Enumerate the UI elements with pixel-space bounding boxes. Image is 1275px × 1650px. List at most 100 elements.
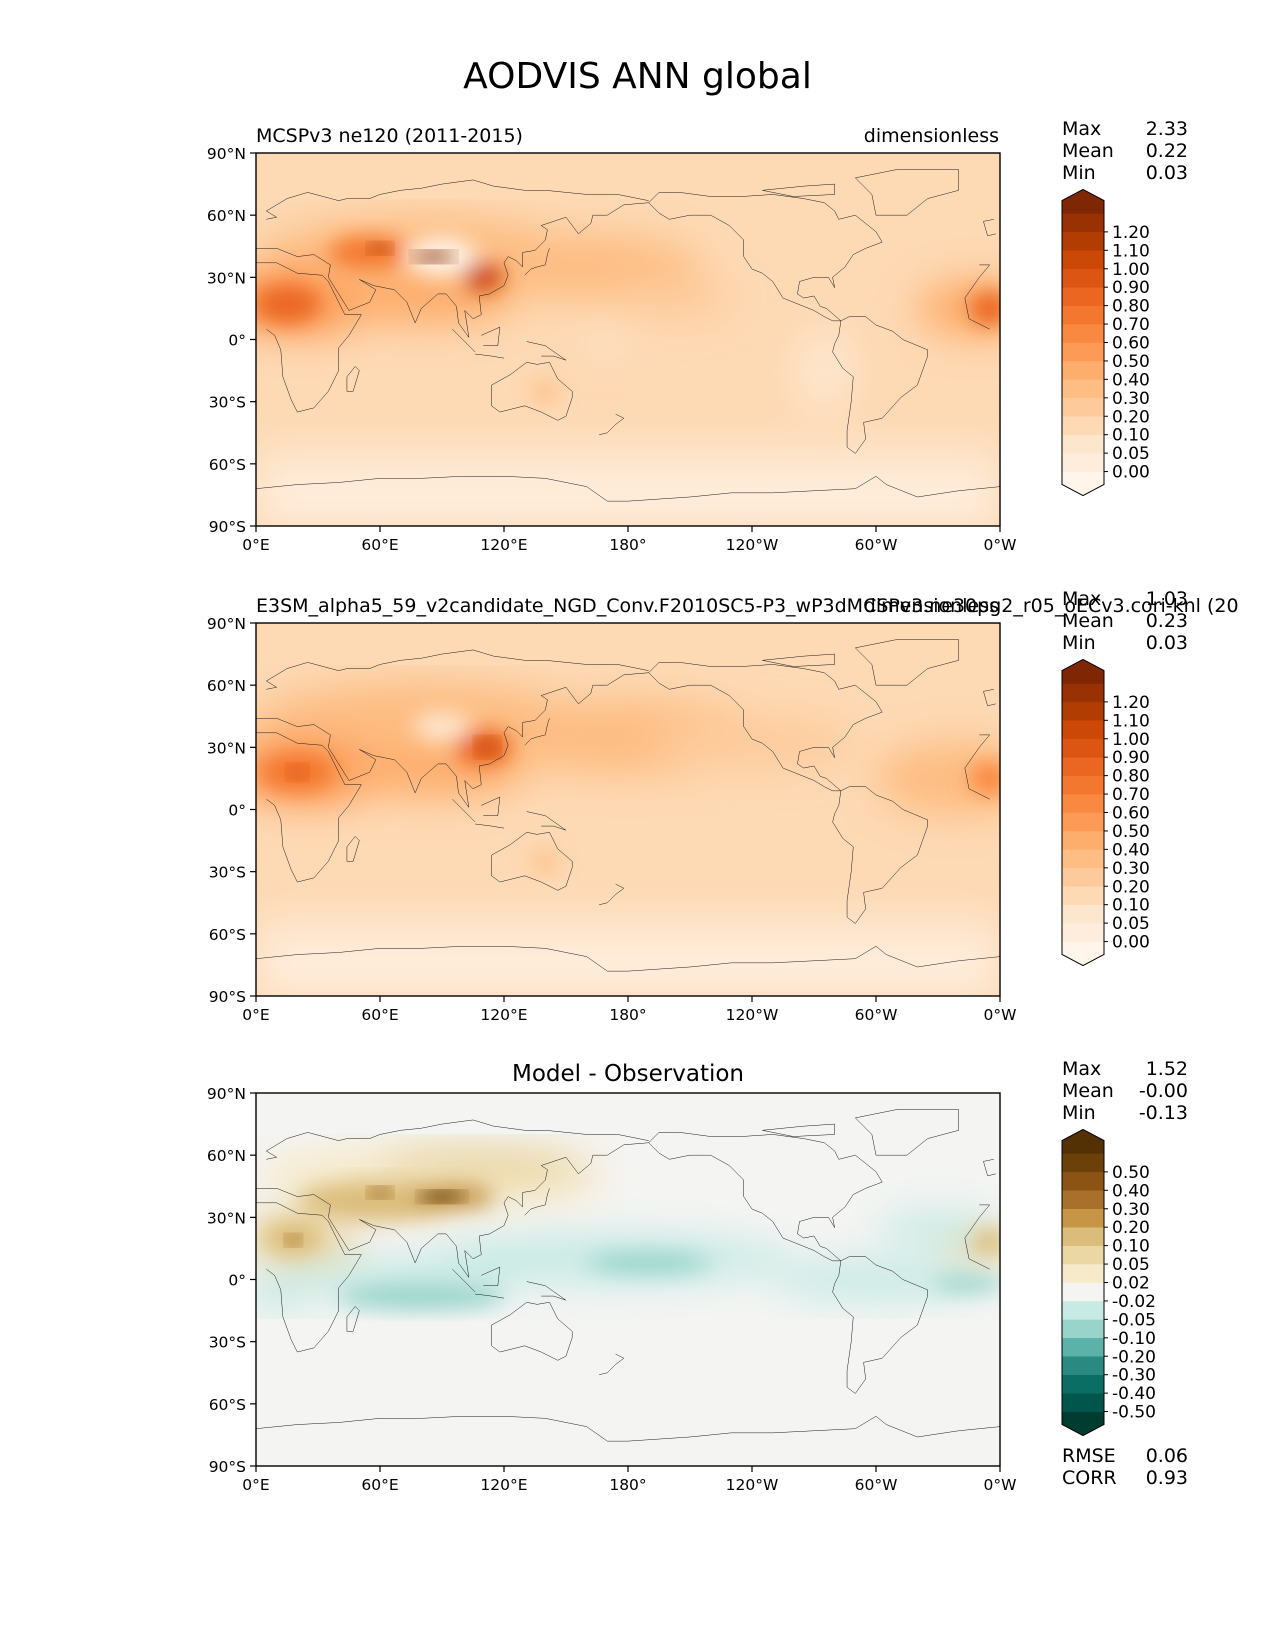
- y-tick-label: 0°: [228, 332, 246, 350]
- colorbar-bin: [1061, 1356, 1105, 1375]
- colorbar-label: 0.05: [1112, 444, 1150, 464]
- panel-1-map: [256, 153, 1000, 526]
- coastline: [988, 234, 996, 236]
- colorbar-label: 0.40: [1112, 840, 1150, 860]
- coastline: [266, 180, 648, 219]
- coastline: [492, 362, 573, 420]
- colorbar-label: 0.80: [1112, 767, 1150, 787]
- x-tick-label: 180°: [609, 536, 646, 554]
- coastline: [855, 640, 958, 686]
- colorbar-label: 1.20: [1112, 693, 1150, 713]
- stat-value: 1.52: [1146, 1058, 1188, 1080]
- colorbar-bin: [1061, 434, 1105, 454]
- colorbar-bin: [1061, 250, 1105, 269]
- coastline: [475, 354, 504, 358]
- coastline: [599, 1354, 624, 1375]
- colorbar-label: 0.60: [1112, 804, 1150, 824]
- x-tick-label: 0°E: [242, 1006, 269, 1024]
- colorbar-label: 0.00: [1112, 933, 1150, 953]
- colorbar-bin: [1061, 849, 1105, 869]
- colorbar-label: 0.05: [1112, 1255, 1150, 1275]
- colorbar-bin: [1061, 1153, 1105, 1173]
- coastline: [527, 812, 566, 831]
- y-tick-label: 30°S: [209, 864, 246, 882]
- coastline: [855, 1110, 958, 1156]
- coastline: [452, 799, 475, 822]
- coastline: [983, 1159, 993, 1176]
- x-tick-label: 180°: [609, 1476, 646, 1494]
- colorbar-label: -0.40: [1112, 1384, 1156, 1404]
- x-tick-label: 120°E: [480, 1476, 527, 1494]
- colorbar-label: -0.30: [1112, 1366, 1156, 1386]
- colorbar-label: 0.80: [1112, 297, 1150, 317]
- stat-value: 1.03: [1146, 588, 1188, 610]
- colorbar-bin: [1061, 793, 1105, 813]
- y-tick-label: 90°N: [207, 145, 246, 163]
- x-tick-label: 60°W: [855, 1006, 898, 1024]
- colorbar-label: 0.20: [1112, 1218, 1150, 1238]
- stat-label: Mean: [1062, 140, 1114, 162]
- stat-label: Min: [1062, 632, 1096, 654]
- colorbar-label: 1.10: [1112, 711, 1150, 731]
- y-tick-label: 30°S: [209, 1334, 246, 1352]
- coastline: [256, 1143, 649, 1278]
- panel-1-title-right: dimensionless: [864, 125, 999, 147]
- coastline: [527, 342, 566, 361]
- coastline: [649, 1132, 883, 1260]
- x-tick-label: 60°E: [361, 1006, 398, 1024]
- y-tick-label: 30°N: [207, 269, 246, 287]
- colorbar-label: 0.50: [1112, 352, 1150, 372]
- colorbar-bin: [1061, 886, 1105, 905]
- colorbar-bin: [1061, 1208, 1105, 1228]
- colorbar-outline: [1061, 1128, 1105, 1437]
- colorbar-bin: [1061, 268, 1105, 288]
- colorbar-bin: [1061, 305, 1105, 325]
- colorbar-bin: [1061, 1171, 1105, 1191]
- coastlines: [256, 170, 1000, 1442]
- coastline: [492, 1302, 573, 1360]
- colorbar-bin: [1061, 1300, 1105, 1320]
- x-tick-label: 120°W: [726, 1476, 779, 1494]
- colorbar-bin: [1061, 1337, 1105, 1357]
- coastline: [256, 733, 361, 882]
- coastline: [649, 192, 883, 320]
- y-tick-label: 60°N: [207, 677, 246, 695]
- coastline: [256, 1203, 361, 1352]
- colorbar-bin: [1061, 342, 1105, 362]
- coastline: [492, 832, 573, 890]
- coastline: [525, 718, 550, 745]
- coastline: [599, 884, 624, 905]
- y-tick-label: 0°: [228, 1272, 246, 1290]
- coastline: [347, 836, 359, 861]
- panel-1-coastlines: [256, 170, 1000, 502]
- stat-value: 2.33: [1146, 118, 1188, 140]
- y-tick-label: 90°S: [209, 518, 246, 536]
- y-tick-label: 0°: [228, 802, 246, 820]
- coastline: [762, 654, 834, 666]
- x-tick-label: 0°W: [984, 1006, 1017, 1024]
- y-tick-label: 60°S: [209, 926, 246, 944]
- colorbar-label: 0.70: [1112, 315, 1150, 335]
- extra-stat-value: 0.06: [1146, 1445, 1188, 1467]
- coastline: [965, 735, 990, 799]
- colorbar-label: 1.10: [1112, 241, 1150, 261]
- x-tick-label: 60°E: [361, 536, 398, 554]
- extra-stat-label: CORR: [1062, 1467, 1117, 1489]
- panel-3-coastlines: [256, 1110, 1000, 1442]
- stat-label: Mean: [1062, 610, 1114, 632]
- coastline: [481, 327, 500, 346]
- colorbar-label: 0.40: [1112, 370, 1150, 390]
- colorbar-bin: [1061, 1411, 1105, 1436]
- colorbar-bin: [1061, 1282, 1105, 1302]
- coastline: [965, 1205, 990, 1269]
- x-tick-label: 180°: [609, 1006, 646, 1024]
- y-tick-label: 60°N: [207, 1147, 246, 1165]
- panel-2-map: [256, 623, 1000, 996]
- colorbar-label: -0.50: [1112, 1403, 1156, 1423]
- colorbar-label: 0.30: [1112, 1200, 1150, 1220]
- coastline: [266, 650, 648, 689]
- colorbar-label: 0.20: [1112, 877, 1150, 897]
- stat-value: 0.22: [1146, 140, 1188, 162]
- colorbar-bin: [1061, 360, 1105, 380]
